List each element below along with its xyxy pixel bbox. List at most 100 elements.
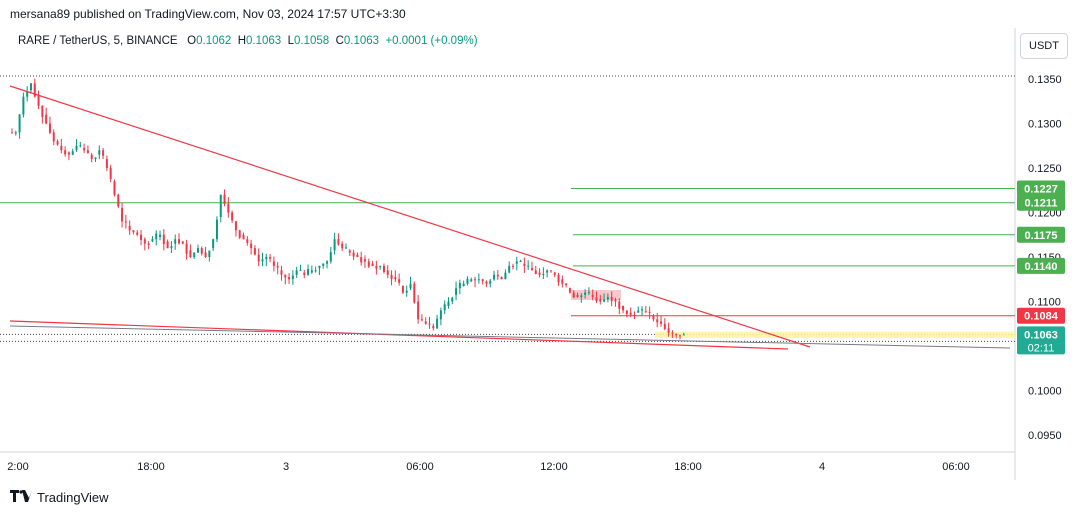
candle-body bbox=[310, 270, 313, 273]
candle-body bbox=[143, 239, 146, 244]
candle-body bbox=[238, 230, 241, 238]
candle-body bbox=[185, 243, 188, 254]
candle-body bbox=[424, 321, 427, 324]
candle-body bbox=[105, 159, 108, 168]
candle-body bbox=[591, 294, 594, 298]
candle-body bbox=[109, 168, 112, 179]
candle-body bbox=[625, 310, 628, 315]
candle-body bbox=[117, 194, 120, 207]
candle-body bbox=[652, 315, 655, 320]
candle-body bbox=[663, 323, 666, 330]
candle-body bbox=[622, 305, 625, 311]
x-tick-label: 2:00 bbox=[7, 461, 28, 473]
brand-name: TradingView bbox=[37, 489, 109, 505]
candle-body bbox=[485, 281, 488, 284]
candle-body bbox=[363, 259, 366, 262]
high-value: 0.1063 bbox=[246, 35, 282, 47]
open-label: O bbox=[187, 35, 197, 47]
candle-body bbox=[648, 312, 651, 314]
candle-body bbox=[401, 285, 404, 293]
y-tick-label: 0.1300 bbox=[1028, 119, 1062, 131]
candle-body bbox=[405, 290, 408, 293]
candle-body bbox=[162, 234, 165, 245]
candle-body bbox=[29, 83, 32, 91]
price-label-bg bbox=[1017, 307, 1065, 324]
change-value: +0.0001 (+0.09%) bbox=[385, 35, 478, 47]
y-tick-label: 0.1100 bbox=[1028, 297, 1061, 309]
candle-body bbox=[250, 243, 253, 249]
candle-body bbox=[299, 269, 302, 271]
candle-body bbox=[500, 277, 503, 280]
candle-body bbox=[360, 257, 363, 263]
lower-channel-line bbox=[9, 325, 1011, 349]
candle-body bbox=[132, 230, 135, 233]
low-label: L bbox=[287, 35, 294, 47]
candle-body bbox=[128, 225, 131, 231]
candle-body bbox=[113, 181, 116, 195]
candle-body bbox=[530, 268, 533, 271]
candle-body bbox=[629, 312, 632, 315]
candle-body bbox=[159, 234, 162, 237]
candle-body bbox=[466, 278, 469, 284]
candle-body bbox=[193, 252, 196, 257]
candle-body bbox=[682, 334, 685, 336]
candle-body bbox=[549, 270, 552, 272]
candle-body bbox=[542, 274, 545, 276]
price-label: 0.1140 bbox=[1024, 261, 1057, 273]
candle-body bbox=[504, 272, 507, 280]
candle-body bbox=[603, 299, 606, 302]
candle-body bbox=[379, 265, 382, 267]
candle-body bbox=[86, 150, 89, 153]
symbol-name[interactable]: RARE / TetherUS, 5, BINANCE bbox=[18, 35, 178, 47]
candle-body bbox=[447, 301, 450, 306]
candle-body bbox=[587, 292, 590, 294]
candle-body bbox=[527, 265, 530, 267]
currency-button[interactable]: USDT bbox=[1020, 33, 1068, 59]
candle-body bbox=[519, 261, 522, 263]
candle-body bbox=[546, 270, 549, 273]
candle-body bbox=[322, 263, 325, 266]
candle-body bbox=[538, 272, 541, 275]
candle-body bbox=[477, 279, 480, 281]
close-label: C bbox=[335, 35, 344, 47]
price-label: 0.1175 bbox=[1024, 230, 1057, 242]
candle-body bbox=[314, 270, 317, 272]
candle-body bbox=[470, 279, 473, 282]
candle-body bbox=[375, 265, 378, 269]
candle-body bbox=[37, 94, 40, 106]
candle-body bbox=[386, 270, 389, 275]
candle-body bbox=[584, 292, 587, 295]
y-tick-label: 0.1000 bbox=[1028, 386, 1062, 398]
candle-body bbox=[253, 248, 256, 255]
candle-body bbox=[223, 194, 226, 204]
candle-body bbox=[679, 335, 681, 337]
candle-body bbox=[523, 263, 526, 266]
symbol-info: RARE / TetherUS, 5, BINANCE O0.1062 H0.1… bbox=[18, 35, 478, 47]
candle-body bbox=[428, 323, 431, 325]
candle-body bbox=[231, 212, 234, 221]
candle-body bbox=[280, 270, 283, 275]
candle-body bbox=[90, 154, 93, 160]
y-tick-label: 0.1350 bbox=[1028, 74, 1062, 86]
candle-body bbox=[436, 318, 439, 329]
candle-body bbox=[261, 259, 264, 262]
candle-body bbox=[413, 283, 416, 303]
candle-body bbox=[382, 265, 385, 272]
high-label: H bbox=[237, 35, 246, 47]
candle-body bbox=[227, 203, 230, 213]
candle-body bbox=[170, 246, 173, 249]
candle-body bbox=[291, 275, 294, 280]
candle-body bbox=[102, 150, 105, 156]
candle-body bbox=[493, 274, 496, 280]
price-label: 0.1084 bbox=[1024, 311, 1059, 323]
price-label-bg bbox=[1017, 194, 1065, 211]
candle-body bbox=[204, 252, 207, 257]
candle-body bbox=[136, 232, 139, 235]
candle-body bbox=[151, 239, 154, 242]
candle-body bbox=[33, 83, 36, 97]
candle-body bbox=[48, 123, 51, 133]
candle-body bbox=[22, 96, 25, 115]
candle-body bbox=[181, 241, 184, 244]
